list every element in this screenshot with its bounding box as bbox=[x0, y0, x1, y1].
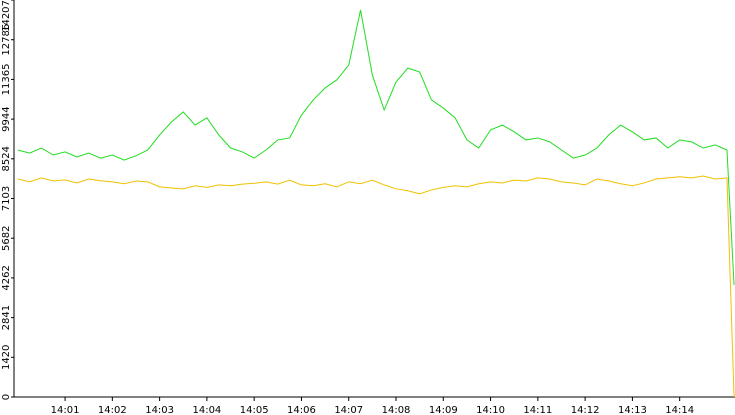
x-tick-label: 14:08 bbox=[382, 405, 411, 415]
x-tick-label: 14:11 bbox=[523, 405, 552, 415]
x-tick-label: 14:12 bbox=[571, 405, 600, 415]
x-tick-label: 14:04 bbox=[192, 405, 221, 415]
x-tick-label: 14:09 bbox=[429, 405, 458, 415]
y-tick-label: 9944 bbox=[1, 106, 12, 131]
x-tick-label: 14:01 bbox=[51, 405, 80, 415]
y-tick-label: 14207 bbox=[1, 0, 12, 32]
y-tick-label: 11365 bbox=[1, 64, 12, 96]
y-tick-label: 0 bbox=[1, 394, 12, 400]
x-tick-label: 14:02 bbox=[98, 405, 127, 415]
y-tick-label: 2841 bbox=[1, 305, 12, 330]
x-tick-label: 14:13 bbox=[618, 405, 647, 415]
y-tick-label: 7103 bbox=[1, 186, 12, 211]
x-tick-label: 14:07 bbox=[334, 405, 363, 415]
x-tick-label: 14:03 bbox=[145, 405, 174, 415]
x-tick-label: 14:10 bbox=[476, 405, 505, 415]
x-tick-label: 14:06 bbox=[287, 405, 316, 415]
series-line bbox=[17, 175, 735, 398]
y-tick-label: 1420 bbox=[1, 345, 12, 370]
x-tick-label: 14:05 bbox=[240, 405, 269, 415]
y-tick-label: 4262 bbox=[1, 265, 12, 290]
y-tick-label: 5682 bbox=[1, 225, 12, 250]
series-line bbox=[17, 9, 735, 285]
y-tick-label: 12786 bbox=[1, 24, 12, 56]
y-tick-label: 8524 bbox=[1, 146, 12, 171]
x-tick-label: 14:14 bbox=[665, 405, 694, 415]
